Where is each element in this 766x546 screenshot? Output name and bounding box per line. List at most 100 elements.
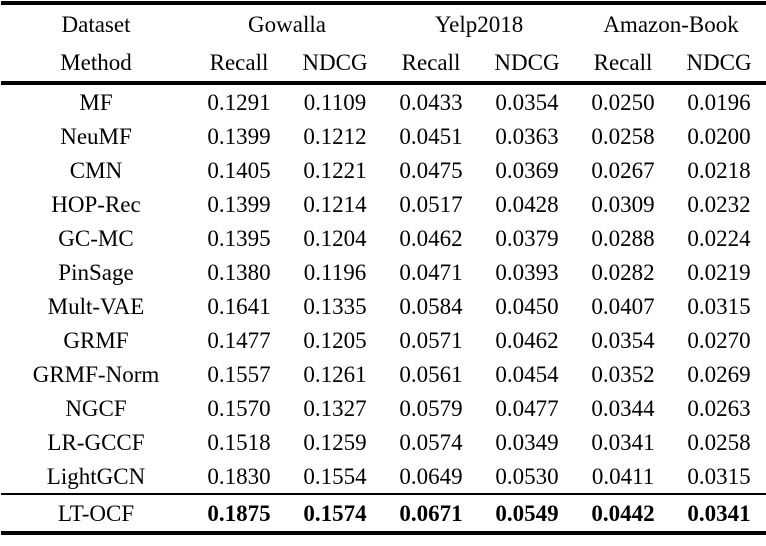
header-group-amazon-book: Amazon-Book (603, 11, 739, 37)
header-metric-ndcg: NDCG (686, 49, 752, 75)
method-name: MF (79, 89, 113, 115)
metric-value: 0.0411 (591, 463, 655, 489)
metric-value: 0.0450 (495, 293, 559, 319)
metric-value: 0.0282 (591, 259, 655, 285)
metric-value: 0.1641 (207, 293, 271, 319)
metric-value: 0.0344 (591, 395, 655, 421)
metric-value: 0.0574 (399, 429, 463, 455)
metric-value: 0.1327 (303, 395, 367, 421)
metric-value: 0.0315 (687, 463, 751, 489)
metric-value: 0.0196 (687, 89, 751, 115)
method-name: NeuMF (60, 123, 132, 149)
header-metric-recall: Recall (209, 49, 269, 75)
header-group-gowalla: Gowalla (248, 11, 326, 37)
metric-value: 0.0232 (687, 191, 751, 217)
metric-value: 0.0200 (687, 123, 751, 149)
metric-value: 0.0219 (687, 259, 751, 285)
metric-value: 0.1196 (303, 259, 367, 285)
metric-value: 0.1205 (303, 327, 367, 353)
metric-value: 0.0267 (591, 157, 655, 183)
metric-value: 0.0477 (495, 395, 559, 421)
metric-value: 0.0584 (399, 293, 463, 319)
table-row: MF 0.1291 0.1109 0.0433 0.0354 0.0250 0.0196 (1, 83, 766, 119)
metric-value: 0.0561 (399, 361, 463, 387)
header-metric-ndcg: NDCG (302, 49, 368, 75)
metric-value: 0.0475 (399, 157, 463, 183)
metric-value: 0.1380 (207, 259, 271, 285)
metric-value: 0.0571 (399, 327, 463, 353)
metric-value: 0.0288 (591, 225, 655, 251)
header-row-datasets: Dataset Gowalla Yelp2018 Amazon-Book (1, 3, 766, 43)
metric-value: 0.1291 (207, 89, 271, 115)
header-row-metrics: Method Recall NDCG Recall NDCG Recall ND… (1, 43, 766, 83)
table-row: CMN 0.1405 0.1221 0.0475 0.0369 0.0267 0.0218 (1, 153, 766, 187)
method-name: Mult-VAE (47, 293, 145, 319)
metric-value: 0.0352 (591, 361, 655, 387)
header-metric-recall: Recall (401, 49, 461, 75)
metric-value: 0.0379 (495, 225, 559, 251)
metric-value: 0.1574 (303, 500, 367, 526)
metric-value: 0.0462 (399, 225, 463, 251)
table-row-proposed-method: LT-OCF 0.1875 0.1574 0.0671 0.0549 0.0442 0.03… (1, 494, 766, 533)
table-row: GRMF-Norm 0.1557 0.1261 0.0561 0.0454 0.0352 0… (1, 357, 766, 391)
metric-value: 0.1212 (303, 123, 367, 149)
method-name: LightGCN (46, 463, 146, 489)
method-name: GC-MC (58, 225, 134, 251)
metric-value: 0.1875 (207, 500, 271, 526)
method-name: PinSage (58, 259, 134, 285)
metric-value: 0.0451 (399, 123, 463, 149)
metric-value: 0.0549 (495, 500, 559, 526)
table-row: GC-MC 0.1395 0.1204 0.0462 0.0379 0.0288 0.022… (1, 221, 766, 255)
metric-value: 0.0454 (495, 361, 559, 387)
metric-value: 0.0354 (591, 327, 655, 353)
metric-value: 0.0258 (687, 429, 751, 455)
metric-value: 0.1335 (303, 293, 367, 319)
method-name: CMN (69, 157, 123, 183)
metric-value: 0.0517 (399, 191, 463, 217)
method-name: LR-GCCF (47, 429, 145, 455)
header-metric-recall: Recall (593, 49, 653, 75)
metric-value: 0.0462 (495, 327, 559, 353)
metric-value: 0.0349 (495, 429, 559, 455)
header-metric-ndcg: NDCG (494, 49, 560, 75)
metric-value: 0.1399 (207, 191, 271, 217)
metric-value: 0.0363 (495, 123, 559, 149)
metric-value: 0.0433 (399, 89, 463, 115)
metric-value: 0.0369 (495, 157, 559, 183)
metric-value: 0.0218 (687, 157, 751, 183)
metric-value: 0.0258 (591, 123, 655, 149)
table-header: Dataset Gowalla Yelp2018 Amazon-Book Met… (1, 3, 766, 83)
metric-value: 0.0309 (591, 191, 655, 217)
metric-value: 0.0471 (399, 259, 463, 285)
method-name: GRMF (63, 327, 129, 353)
metric-value: 0.0407 (591, 293, 655, 319)
metric-value: 0.1261 (303, 361, 367, 387)
metric-value: 0.1395 (207, 225, 271, 251)
metric-value: 0.0354 (495, 89, 559, 115)
header-group-yelp2018: Yelp2018 (434, 11, 524, 37)
table-row: LightGCN 0.1830 0.1554 0.0649 0.0530 0.0411 0.… (1, 459, 766, 494)
table-body: MF 0.1291 0.1109 0.0433 0.0354 0.0250 0.0196 Ne… (1, 83, 766, 533)
table-row: Mult-VAE 0.1641 0.1335 0.0584 0.0450 0.0407 0.… (1, 289, 766, 323)
table-row: LR-GCCF 0.1518 0.1259 0.0574 0.0349 0.0341 0.0… (1, 425, 766, 459)
table-row: NGCF 0.1570 0.1327 0.0579 0.0477 0.0344 0.0263 (1, 391, 766, 425)
metric-value: 0.1830 (207, 463, 271, 489)
metric-value: 0.0270 (687, 327, 751, 353)
metric-value: 0.0579 (399, 395, 463, 421)
metric-value: 0.0224 (687, 225, 751, 251)
metric-value: 0.1405 (207, 157, 271, 183)
metric-value: 0.0263 (687, 395, 751, 421)
benchmark-results-table: Dataset Gowalla Yelp2018 Amazon-Book Met… (1, 1, 766, 535)
metric-value: 0.1214 (303, 191, 367, 217)
metric-value: 0.1557 (207, 361, 271, 387)
metric-value: 0.0315 (687, 293, 751, 319)
table-row: NeuMF 0.1399 0.1212 0.0451 0.0363 0.0258 0.020… (1, 119, 766, 153)
metric-value: 0.0530 (495, 463, 559, 489)
table-row: PinSage 0.1380 0.1196 0.0471 0.0393 0.0282 0.0… (1, 255, 766, 289)
metric-value: 0.0341 (687, 500, 751, 526)
header-method-label: Method (60, 49, 132, 75)
metric-value: 0.0649 (399, 463, 463, 489)
metric-value: 0.1221 (303, 157, 367, 183)
method-name: LT-OCF (57, 500, 135, 526)
